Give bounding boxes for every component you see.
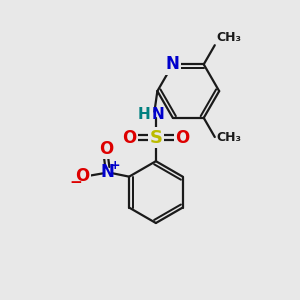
Text: N: N (166, 55, 180, 73)
Text: CH₃: CH₃ (216, 130, 241, 143)
Text: O: O (175, 129, 190, 147)
Text: N: N (152, 107, 165, 122)
Text: O: O (122, 129, 136, 147)
Text: N: N (101, 163, 115, 181)
Text: +: + (110, 159, 121, 172)
Text: −: − (69, 175, 82, 190)
Text: O: O (75, 167, 89, 185)
Text: H: H (137, 107, 150, 122)
Text: CH₃: CH₃ (216, 31, 241, 44)
Text: S: S (149, 129, 162, 147)
Text: O: O (99, 140, 114, 158)
